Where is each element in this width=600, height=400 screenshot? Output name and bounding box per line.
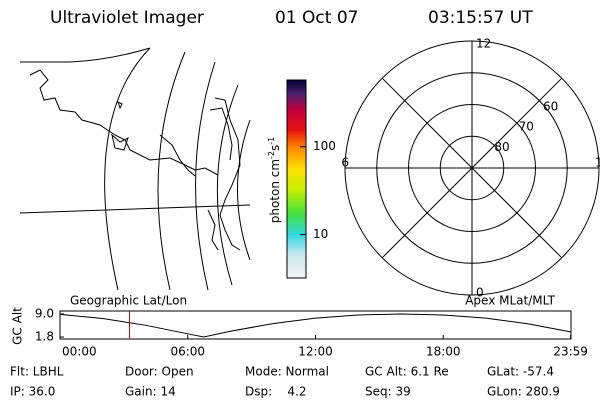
colorbar-tick-label: 10 (313, 227, 328, 241)
unit: photon cm (268, 159, 282, 223)
status-field: Door: Open (125, 365, 194, 379)
lat-label: 60 (543, 99, 558, 113)
alt-frame (59, 310, 572, 340)
lat-label: 80 (494, 140, 509, 154)
colorbar-label: photon cm-2s-1 (267, 137, 282, 224)
x-tick-label: 06:00 (170, 345, 205, 359)
status-field: IP: 36.0 (10, 385, 55, 399)
status-field: Flt: LBHL (10, 365, 64, 379)
status-field: Seq: 39 (365, 385, 411, 399)
status-field: Mode: Normal (245, 365, 329, 379)
alt-ylabel: GC Alt (11, 307, 25, 345)
status-field: Gain: 14 (125, 385, 176, 399)
alt-right-label: Apex MLat/MLT (465, 294, 555, 308)
mlt-label: 6 (341, 156, 349, 170)
lat-label: 70 (519, 120, 534, 134)
x-tick-label: 23:59 (553, 345, 588, 359)
unit-exp: -2 (267, 151, 276, 159)
status-field: GLat: -57.4 (487, 365, 554, 379)
mlt-label: 18 (595, 156, 600, 170)
mlt-label: 0 (476, 286, 484, 300)
x-tick-label: 00:00 (62, 345, 97, 359)
diagonal (381, 167, 473, 259)
mlt-label: 12 (476, 37, 491, 51)
alt-left-label: Geographic Lat/Lon (70, 294, 187, 308)
diagonal (381, 77, 473, 169)
unit: s (268, 145, 282, 151)
title: Ultraviolet Imager (50, 8, 204, 28)
alt-line (59, 313, 571, 338)
map (19, 47, 251, 291)
y-tick-label: 1.8 (35, 330, 54, 344)
date: 01 Oct 07 (275, 8, 358, 28)
y-tick-label: 9.0 (35, 307, 54, 321)
diagonal (471, 77, 563, 169)
unit-exp: -1 (267, 137, 276, 145)
colorbar-tick-label: 100 (313, 139, 336, 153)
status-field: Dsp: 4.2 (245, 385, 307, 399)
diagonal (471, 167, 563, 259)
status-field: GC Alt: 6.1 Re (365, 365, 449, 379)
status-field: GLon: 280.9 (487, 385, 560, 399)
x-tick-label: 12:00 (298, 345, 333, 359)
time: 03:15:57 UT (428, 8, 533, 28)
x-tick-label: 18:00 (426, 345, 461, 359)
colorbar (286, 79, 307, 279)
